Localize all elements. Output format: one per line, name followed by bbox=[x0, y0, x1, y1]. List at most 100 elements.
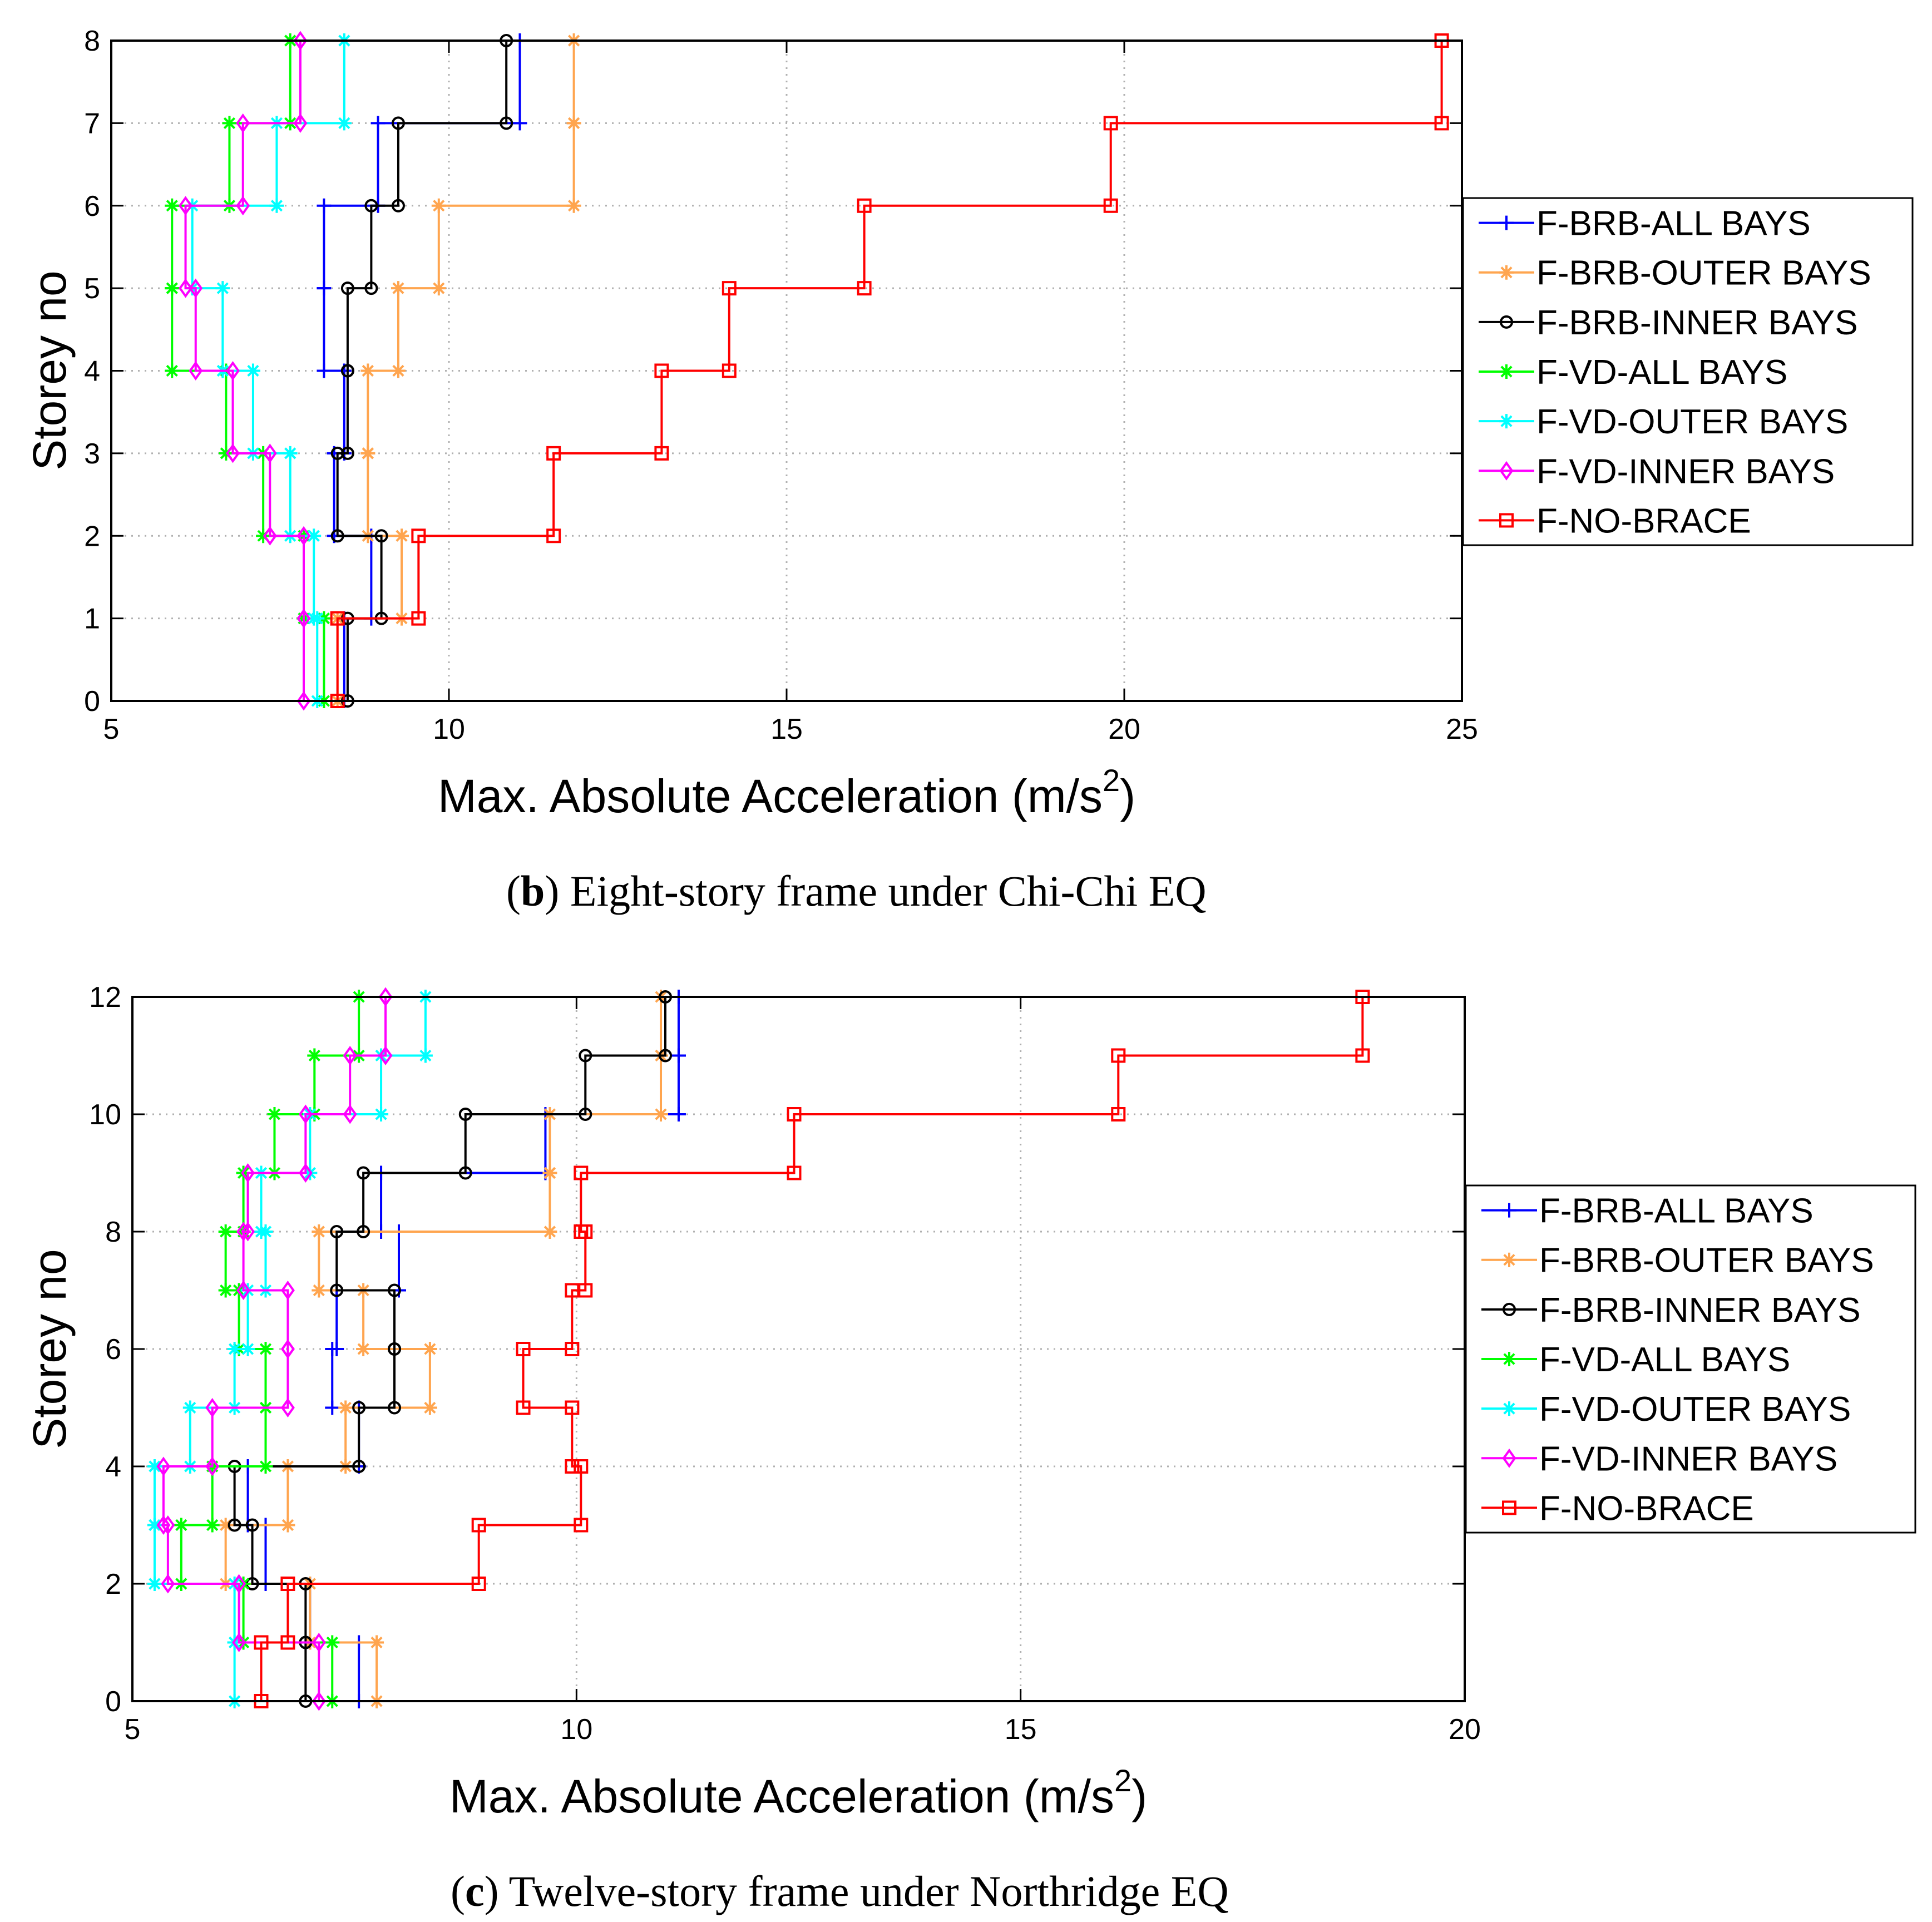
data-point bbox=[228, 1518, 241, 1532]
data-point bbox=[340, 281, 354, 295]
data-point bbox=[222, 116, 237, 131]
data-point bbox=[364, 199, 378, 213]
data-point bbox=[227, 1342, 242, 1356]
data-point bbox=[458, 1108, 472, 1121]
x-axis-label-main: Max. Absolute Acceleration (m/s bbox=[449, 1770, 1114, 1822]
series-f-brb-inner-bays bbox=[330, 34, 513, 708]
legend: F-BRB-ALL BAYS F-BRB-OUTER BAYS F-BRB-INNE… bbox=[1465, 1184, 1916, 1534]
data-point bbox=[267, 1107, 282, 1121]
data-point bbox=[165, 363, 180, 378]
x-tick-label: 10 bbox=[433, 713, 465, 745]
data-point bbox=[317, 363, 332, 378]
data-point bbox=[565, 1459, 580, 1474]
data-point bbox=[205, 1398, 220, 1417]
legend-swatch-marker bbox=[1502, 1252, 1516, 1267]
data-point bbox=[340, 364, 354, 378]
caption-text: ) Eight-story frame under Chi-Chi EQ bbox=[545, 867, 1206, 915]
x-axis-label: Max. Absolute Acceleration (m/s2) bbox=[438, 763, 1135, 822]
data-point bbox=[156, 1515, 171, 1535]
legend-entry: F-VD-OUTER BAYS bbox=[1536, 403, 1848, 441]
data-point bbox=[512, 116, 527, 131]
data-point bbox=[312, 1633, 326, 1652]
data-point bbox=[147, 1459, 162, 1474]
data-point bbox=[787, 1165, 802, 1180]
data-point bbox=[542, 1165, 557, 1180]
legend-swatch-marker bbox=[1499, 265, 1514, 280]
x-axis-label-close: ) bbox=[1120, 770, 1135, 822]
data-point bbox=[280, 1577, 295, 1591]
data-point bbox=[374, 1107, 389, 1121]
data-point bbox=[269, 198, 284, 213]
x-axis-label-sup: 2 bbox=[1103, 763, 1120, 798]
data-point bbox=[388, 1283, 402, 1297]
data-point bbox=[418, 1048, 433, 1063]
data-point bbox=[394, 528, 409, 544]
legend-entry: F-BRB-INNER BAYS bbox=[1536, 304, 1858, 342]
data-point bbox=[280, 1518, 295, 1533]
legend-swatch-marker bbox=[1499, 414, 1514, 429]
series-f-no-brace bbox=[254, 990, 1370, 1708]
data-point bbox=[411, 611, 426, 626]
legend-entry: F-VD-ALL BAYS bbox=[1536, 353, 1787, 392]
data-point bbox=[378, 987, 393, 1007]
data-point bbox=[542, 1224, 557, 1239]
series-line bbox=[233, 997, 666, 1701]
data-point bbox=[325, 1400, 340, 1415]
data-point bbox=[307, 528, 322, 544]
data-point bbox=[579, 1049, 592, 1063]
data-point bbox=[722, 281, 737, 296]
data-point bbox=[369, 1635, 384, 1650]
data-point bbox=[218, 1518, 233, 1533]
legend-entry: F-BRB-OUTER BAYS bbox=[1536, 254, 1871, 293]
data-point bbox=[422, 1342, 437, 1356]
data-point bbox=[722, 363, 737, 378]
data-point bbox=[232, 1633, 246, 1652]
y-tick-label: 5 bbox=[84, 273, 100, 305]
data-point bbox=[240, 1342, 255, 1356]
legend-swatch-marker bbox=[1500, 315, 1513, 329]
legend-swatch-marker bbox=[1502, 1352, 1516, 1366]
legend-entry: F-BRB-OUTER BAYS bbox=[1539, 1242, 1874, 1280]
data-point bbox=[391, 363, 406, 378]
series-line bbox=[184, 41, 305, 701]
data-point bbox=[659, 1049, 672, 1063]
data-point bbox=[241, 1222, 255, 1242]
data-point bbox=[307, 1048, 322, 1063]
data-point bbox=[218, 1283, 233, 1298]
legend-entry: F-VD-ALL BAYS bbox=[1539, 1341, 1790, 1379]
y-tick-label: 12 bbox=[89, 981, 121, 1014]
data-point bbox=[161, 1515, 175, 1535]
data-point bbox=[241, 1163, 255, 1183]
legend-entry: F-BRB-INNER BAYS bbox=[1539, 1291, 1861, 1330]
x-tick-label: 25 bbox=[1446, 713, 1478, 745]
data-point bbox=[578, 1283, 593, 1298]
data-point bbox=[245, 1518, 259, 1532]
data-point bbox=[263, 526, 277, 546]
data-point bbox=[352, 1460, 366, 1473]
series-line bbox=[336, 41, 575, 701]
data-point bbox=[374, 529, 388, 543]
series-line bbox=[336, 41, 1443, 701]
legend-box bbox=[1465, 1184, 1916, 1534]
caption-label: c bbox=[465, 1867, 485, 1915]
y-axis-label: Storey no bbox=[23, 270, 76, 471]
x-axis-label-close: ) bbox=[1131, 1770, 1147, 1822]
data-point bbox=[574, 1224, 589, 1239]
figure-caption: (c) Twelve-story frame under Northridge … bbox=[451, 1867, 1229, 1915]
y-tick-label: 2 bbox=[105, 1568, 121, 1600]
data-point bbox=[546, 528, 561, 544]
data-point bbox=[1434, 116, 1449, 131]
series-f-vd-inner-bays bbox=[179, 31, 311, 711]
data-point bbox=[254, 1635, 269, 1650]
caption-text: ) Twelve-story frame under Northridge EQ bbox=[485, 1867, 1229, 1915]
series-line bbox=[260, 997, 1364, 1701]
data-point bbox=[297, 526, 311, 546]
data-point bbox=[338, 1400, 353, 1415]
data-point bbox=[161, 1574, 175, 1594]
legend-swatch-marker bbox=[1499, 215, 1514, 230]
data-point bbox=[280, 1339, 295, 1359]
chart-c: 5 10 15 20 0 2 4 6 8 10 12 Max. Absolute Accelerati… bbox=[23, 981, 1916, 1915]
data-point bbox=[340, 446, 354, 460]
y-tick-label: 2 bbox=[84, 520, 100, 552]
